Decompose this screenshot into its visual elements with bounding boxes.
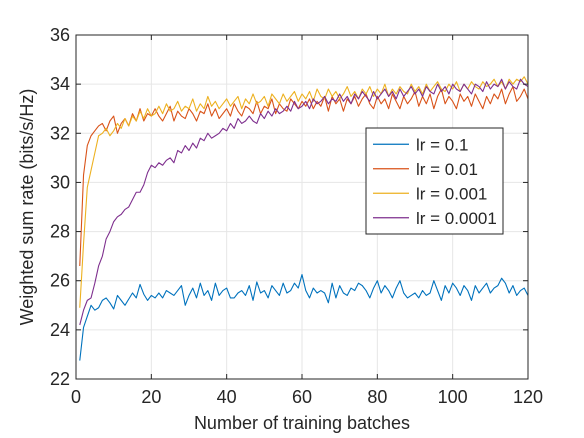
y-tick-label: 30: [50, 172, 70, 192]
series-line-1: [79, 274, 529, 361]
legend: lr = 0.1 lr = 0.01 lr = 0.001 lr = 0.0001: [365, 127, 504, 235]
legend-box: [365, 127, 504, 235]
y-axis-label: Weighted sum rate (bits/s/Hz): [17, 89, 37, 326]
x-tick-label: 100: [438, 387, 468, 407]
x-axis-label: Number of training batches: [194, 413, 410, 433]
series-lines: [79, 76, 529, 361]
x-tick-label: 80: [367, 387, 387, 407]
legend-label: lr = 0.001: [416, 184, 487, 203]
series-line-3: [79, 76, 529, 308]
series-line-4: [79, 78, 529, 326]
y-tick-label: 22: [50, 369, 70, 389]
y-tick-label: 28: [50, 222, 70, 242]
x-tick-label: 60: [292, 387, 312, 407]
legend-label: lr = 0.1: [416, 135, 468, 154]
y-tick-label: 34: [50, 74, 70, 94]
y-tick-label: 32: [50, 123, 70, 143]
legend-label: lr = 0.01: [416, 160, 478, 179]
x-tick-label: 120: [513, 387, 543, 407]
x-tick-label: 20: [141, 387, 161, 407]
y-tick-label: 26: [50, 271, 70, 291]
y-tick-label: 24: [50, 320, 70, 340]
x-tick-label: 0: [71, 387, 81, 407]
axis-ticks: 0 20 40 60 80 100 120 22 24 26 28 30 32 34 36: [50, 25, 543, 407]
x-tick-label: 40: [217, 387, 237, 407]
y-tick-label: 36: [50, 25, 70, 45]
legend-label: lr = 0.0001: [416, 209, 497, 228]
